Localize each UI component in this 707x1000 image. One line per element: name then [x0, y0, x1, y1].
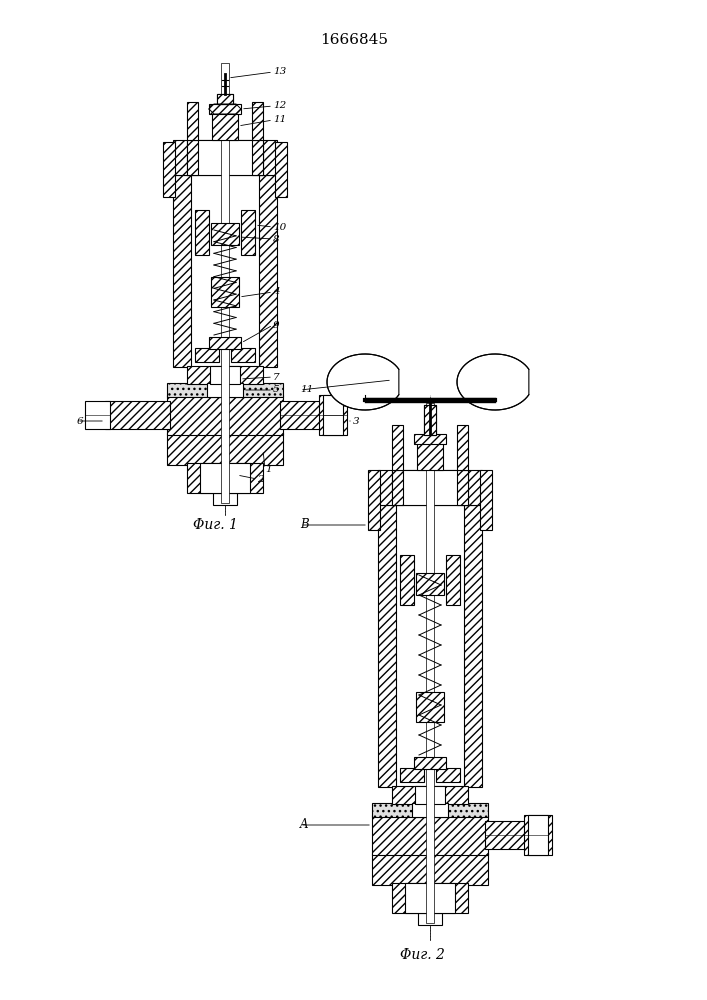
Text: Φиг. 2: Φиг. 2 [399, 948, 445, 962]
Bar [259, 175, 277, 367]
Bar [392, 470, 403, 505]
Bar [412, 803, 448, 817]
Bar [231, 348, 255, 362]
Bar [187, 463, 263, 493]
Bar [378, 505, 396, 787]
Bar [167, 395, 283, 435]
Bar [325, 401, 343, 429]
Text: 11: 11 [300, 385, 313, 394]
Bar [187, 102, 198, 140]
Bar [372, 853, 488, 885]
Bar [416, 692, 444, 722]
Bar [323, 395, 343, 435]
Text: 12: 12 [273, 102, 286, 110]
Bar [217, 94, 233, 104]
Text: 8: 8 [273, 234, 280, 243]
Bar [195, 210, 209, 255]
Bar [378, 470, 482, 505]
Text: 5: 5 [273, 385, 280, 394]
Text: 13: 13 [273, 68, 286, 77]
Bar [167, 433, 283, 465]
Bar [209, 337, 241, 349]
Bar [414, 434, 446, 444]
Bar [213, 463, 237, 505]
Bar [209, 104, 241, 114]
Bar [187, 140, 198, 175]
Bar [418, 883, 442, 925]
Text: 11: 11 [273, 115, 286, 124]
Bar [252, 102, 263, 140]
Bar [207, 383, 243, 397]
Bar [524, 815, 552, 855]
Bar [415, 786, 445, 804]
Text: 7: 7 [273, 372, 280, 381]
Text: Φиг. 1: Φиг. 1 [192, 518, 238, 532]
Bar [392, 470, 468, 505]
Bar [275, 142, 287, 197]
Polygon shape [457, 354, 529, 410]
Text: 2: 2 [257, 475, 264, 484]
Text: 1666845: 1666845 [320, 33, 388, 47]
Bar [372, 803, 488, 817]
Bar [210, 366, 240, 384]
Text: 9: 9 [273, 320, 280, 330]
Bar [464, 505, 482, 787]
Bar [368, 470, 380, 530]
Polygon shape [327, 354, 399, 410]
Bar [392, 786, 468, 804]
Bar [85, 401, 110, 429]
Bar [392, 425, 403, 470]
Bar [241, 210, 255, 255]
Bar [319, 395, 347, 435]
Bar [414, 757, 446, 769]
Bar [211, 277, 239, 307]
Bar [480, 470, 492, 530]
Text: 3: 3 [353, 416, 360, 426]
Bar [400, 768, 424, 782]
Bar [167, 383, 283, 397]
Bar [424, 405, 436, 435]
Bar [436, 768, 460, 782]
Bar [485, 821, 530, 849]
Bar [212, 112, 238, 140]
Bar [417, 442, 443, 470]
Bar [457, 425, 468, 470]
Bar [217, 94, 233, 104]
Text: 1: 1 [265, 464, 271, 474]
Bar [405, 883, 455, 913]
Bar [187, 140, 263, 175]
Bar [528, 815, 548, 855]
Bar [424, 405, 436, 435]
Bar [416, 573, 444, 595]
Text: 4: 4 [273, 288, 280, 296]
Text: B: B [300, 518, 309, 532]
Bar [187, 366, 263, 384]
Bar [195, 348, 219, 362]
Bar [446, 555, 460, 605]
Bar [200, 463, 250, 493]
Bar [372, 815, 488, 855]
Bar [221, 63, 229, 503]
Text: 10: 10 [273, 223, 286, 232]
Bar [105, 401, 170, 429]
Bar [173, 175, 191, 367]
Bar [173, 140, 277, 175]
Bar [400, 555, 414, 605]
Text: 6: 6 [77, 416, 83, 426]
Bar [457, 470, 468, 505]
Bar [280, 401, 325, 429]
Bar [252, 140, 263, 175]
Text: A: A [300, 818, 308, 832]
Bar [392, 883, 468, 913]
Bar [211, 223, 239, 245]
Bar [163, 142, 175, 197]
Bar [426, 403, 434, 923]
Bar [530, 821, 548, 849]
